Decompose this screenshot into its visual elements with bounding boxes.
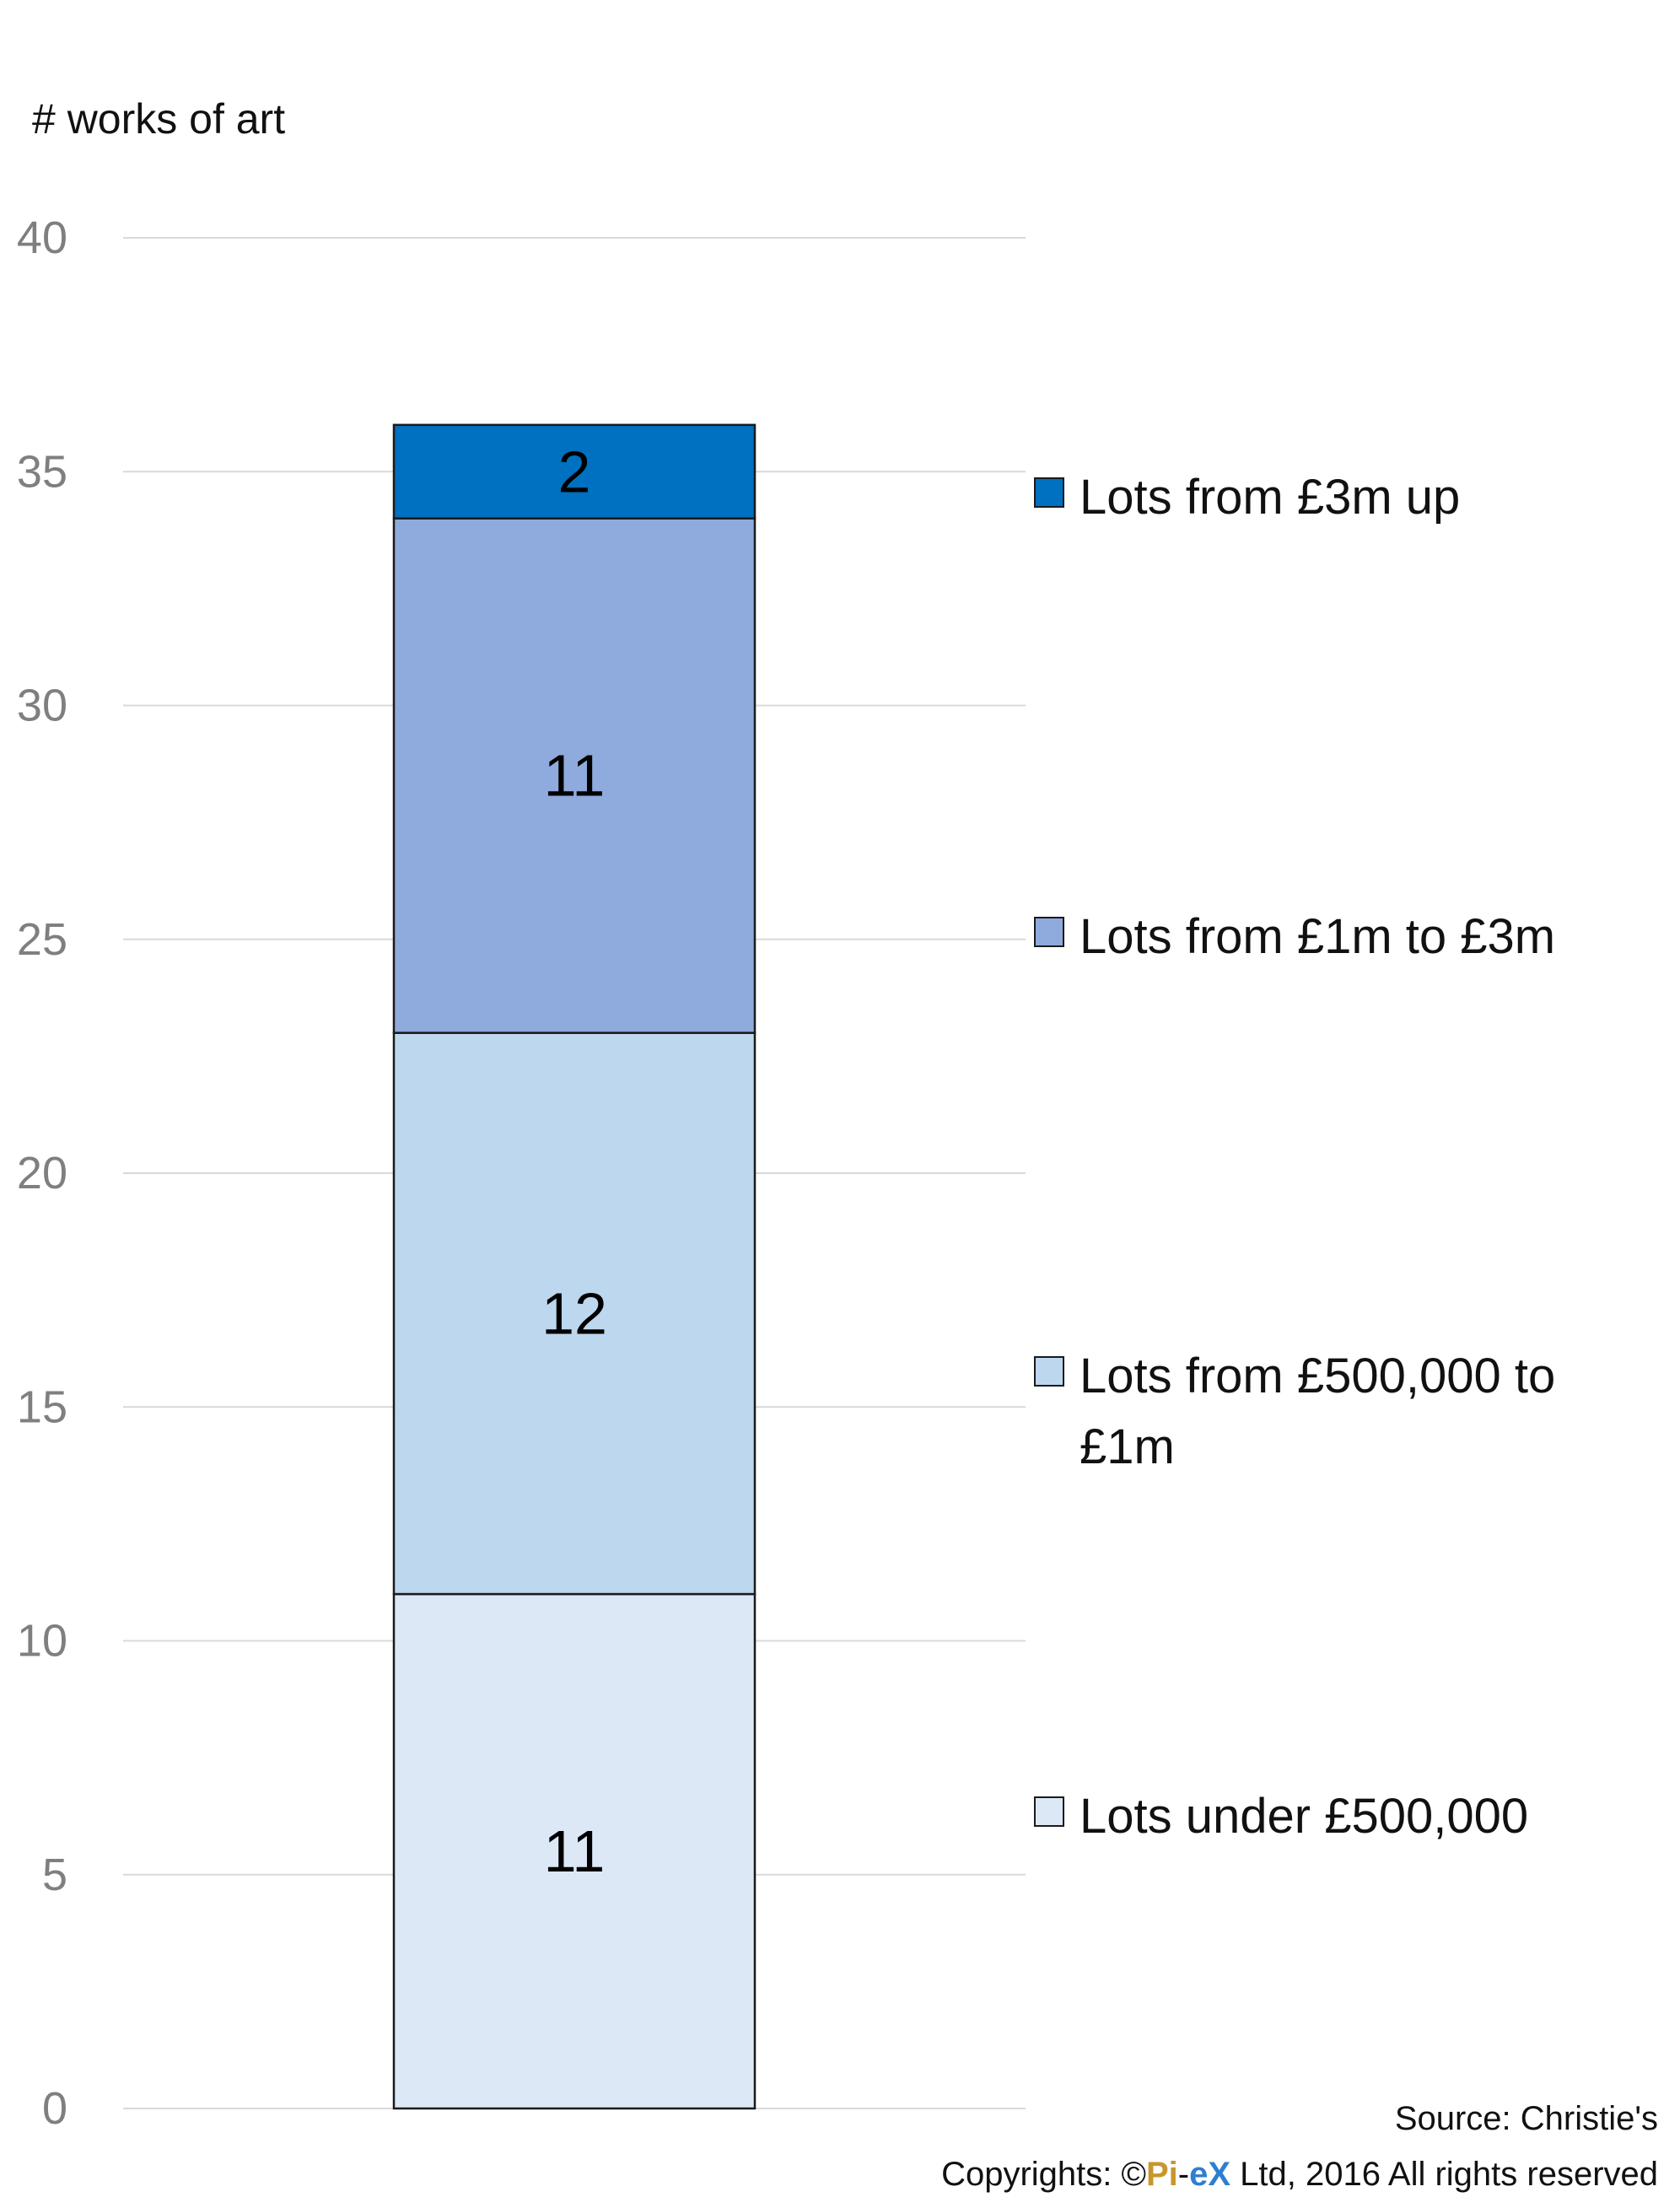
y-tick-label: 0 [42,2083,67,2134]
legend-item-3m-up: Lots from £3m up [1034,462,1658,533]
y-axis-label: # works of art [32,95,286,143]
brand-pi: Pi [1145,2156,1178,2193]
data-labels: 11 12 11 2 [541,439,607,1884]
legend-swatch [1034,1356,1064,1387]
bar-segment [392,423,757,520]
y-tick-label: 30 [17,681,67,731]
y-tick-label: 5 [42,1850,67,1900]
data-label: 2 [558,439,591,504]
legend-item-500k-to-1m: Lots from £500,000 to £1m [1034,1341,1658,1483]
y-tick-label: 10 [17,1616,67,1667]
legend-label: Lots from £1m to £3m [1080,909,1556,964]
brand-ex: eX [1189,2156,1231,2193]
y-tick-label: 20 [17,1148,67,1198]
data-label: 11 [544,743,606,809]
legend-swatch [1034,477,1064,508]
legend-label: Lots from £3m up [1080,470,1461,525]
y-tick-label: 25 [17,914,67,965]
legend-item-under-500k: Lots under £500,000 [1034,1781,1658,1852]
legend-label: Lots under £500,000 [1080,1789,1529,1844]
copyright-suffix: Ltd, 2016 All rights reserved [1230,2156,1658,2193]
y-tick-label: 35 [17,446,67,497]
legend-item-1m-to-3m: Lots from £1m to £3m [1034,902,1658,972]
bar-segments [392,423,757,2110]
copyright-note: Copyrights: ©Pi-eX Ltd, 2016 All rights … [941,2156,1658,2194]
y-tick-label: 15 [17,1381,67,1432]
copyright-prefix: Copyrights: © [941,2156,1146,2193]
bar-segment [392,1031,757,1596]
y-tick-label: 40 [17,213,67,263]
brand-dash: - [1177,2156,1190,2193]
data-label: 12 [541,1280,607,1346]
source-note: Source: Christie's [1394,2100,1658,2137]
y-tick-labels: 0 5 10 15 20 25 30 35 40 [17,213,67,2134]
bar-segment [392,1592,757,2110]
legend-swatch [1034,917,1064,947]
legend-label: Lots from £500,000 to £1m [1080,1349,1556,1474]
bar-segment [392,517,757,1034]
legend-swatch [1034,1796,1064,1827]
data-label: 11 [544,1818,606,1884]
